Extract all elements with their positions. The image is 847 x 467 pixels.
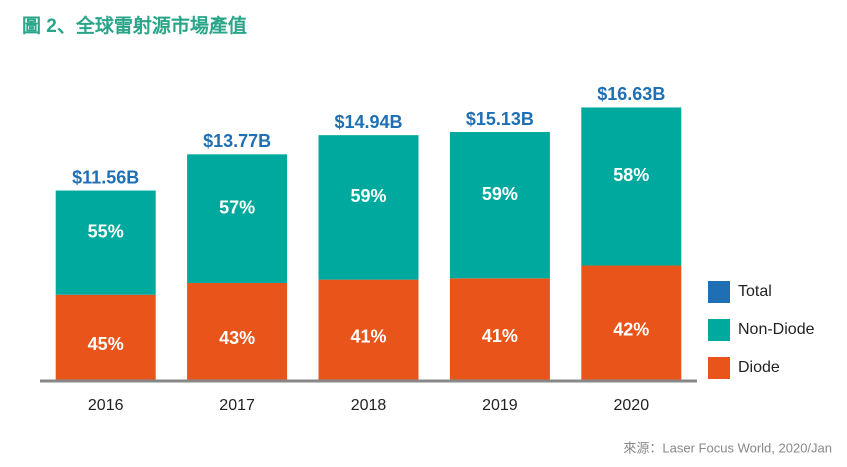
x-tick-label: 2017 — [219, 397, 255, 414]
bar-segment — [318, 135, 419, 280]
segment-label: 58% — [613, 165, 649, 185]
segment-label: 42% — [613, 320, 649, 340]
x-tick-label: 2020 — [614, 397, 650, 414]
bar-segment — [55, 190, 156, 295]
x-tick-label: 2018 — [351, 397, 387, 414]
total-label: $15.13B — [466, 109, 534, 129]
bar-segment — [187, 282, 288, 380]
segment-label: 41% — [482, 326, 518, 346]
total-label: $14.94B — [334, 112, 402, 132]
total-label: $11.56B — [72, 167, 139, 187]
total-label: $16.63B — [597, 84, 665, 104]
segment-label: 59% — [350, 186, 386, 206]
bar-segment — [187, 154, 288, 283]
chart-title: 圖 2、全球雷射源市場產值 — [22, 14, 247, 37]
source: 來源：Laser Focus World, 2020/Jan — [623, 440, 832, 455]
bar-segment — [581, 107, 682, 266]
segment-label: 57% — [219, 197, 255, 217]
x-tick-label: 2019 — [482, 397, 518, 414]
legend-label: Non-Diode — [738, 321, 815, 338]
segment-label: 59% — [482, 184, 518, 204]
total-label: $13.77B — [203, 131, 271, 151]
bar-segment — [449, 132, 550, 279]
bar-segment — [318, 279, 419, 380]
segment-label: 55% — [88, 221, 124, 241]
segment-label: 43% — [219, 328, 255, 348]
legend-label: Diode — [738, 359, 780, 376]
segment-label: 45% — [88, 334, 124, 354]
legend-swatch — [708, 357, 730, 379]
x-tick-label: 2016 — [88, 397, 124, 414]
legend-label: Total — [738, 283, 772, 300]
legend-swatch — [708, 281, 730, 303]
segment-label: 41% — [350, 327, 386, 347]
bar-segment — [581, 265, 682, 380]
bar-segment — [449, 278, 550, 380]
bar-segment — [55, 294, 156, 380]
legend-swatch — [708, 319, 730, 341]
